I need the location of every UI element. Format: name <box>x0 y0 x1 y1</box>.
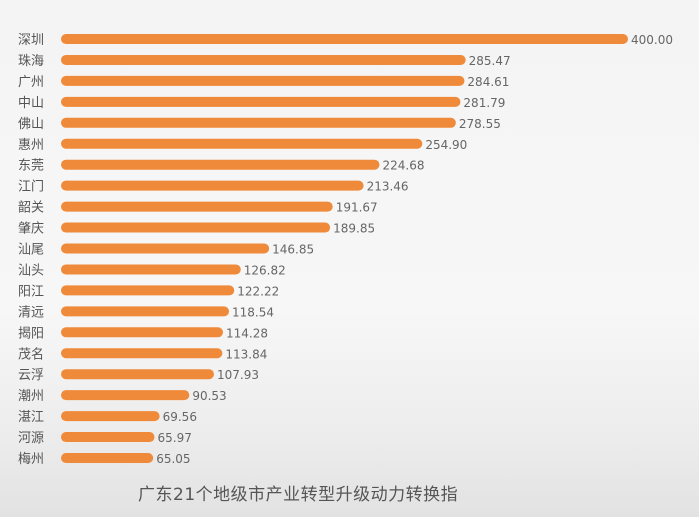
bar <box>61 390 190 401</box>
bar <box>61 117 456 128</box>
category-label: 梅州 <box>18 452 44 467</box>
bar <box>61 243 270 254</box>
value-label: 254.90 <box>425 138 467 152</box>
value-label: 113.84 <box>225 347 267 361</box>
bar <box>61 180 364 191</box>
value-label: 285.47 <box>469 54 511 68</box>
category-label: 汕尾 <box>18 243 44 258</box>
bar <box>61 285 235 296</box>
category-label: 河源 <box>18 431 44 446</box>
category-label: 珠海 <box>18 54 44 69</box>
value-label: 65.97 <box>158 431 192 445</box>
bar <box>61 411 160 422</box>
bar <box>61 201 333 212</box>
value-label: 90.53 <box>192 389 226 403</box>
category-label: 潮州 <box>18 389 44 404</box>
bar-chart: 深圳 400.00 珠海 285.47 广州 284.61 中山 281.79 佛山 278.55… <box>18 33 673 467</box>
bar <box>61 96 461 107</box>
bar <box>61 306 230 317</box>
category-label: 江门 <box>18 180 44 195</box>
bar <box>61 264 241 275</box>
bar <box>61 159 380 170</box>
category-label: 韶关 <box>18 200 44 216</box>
category-label: 东莞 <box>18 159 44 174</box>
bar <box>61 327 223 338</box>
value-label: 281.79 <box>463 96 505 110</box>
value-label: 284.61 <box>467 75 509 89</box>
value-label: 191.67 <box>336 201 378 215</box>
bar <box>61 54 466 65</box>
category-label: 肇庆 <box>18 222 44 237</box>
bar <box>61 75 465 86</box>
category-label: 茂名 <box>18 346 44 362</box>
value-label: 189.85 <box>333 222 375 236</box>
category-label: 深圳 <box>18 33 44 48</box>
bar <box>61 138 423 149</box>
category-label: 云浮 <box>18 368 44 383</box>
value-label: 213.46 <box>367 180 409 194</box>
value-label: 118.54 <box>232 305 274 319</box>
value-label: 69.56 <box>163 410 197 424</box>
category-label: 湛江 <box>18 410 44 425</box>
bar <box>61 369 214 380</box>
bar <box>61 432 155 443</box>
value-label: 146.85 <box>272 243 314 257</box>
category-label: 揭阳 <box>18 326 44 341</box>
category-label: 中山 <box>18 96 44 111</box>
category-label: 清远 <box>18 305 44 320</box>
value-label: 126.82 <box>244 263 286 277</box>
bar <box>61 348 223 359</box>
category-label: 阳江 <box>18 284 44 299</box>
category-label: 广州 <box>18 75 44 90</box>
bar <box>61 453 154 463</box>
chart-title: 广东21个地级市产业转型升级动力转换指 <box>138 485 459 505</box>
value-label: 65.05 <box>156 452 190 466</box>
value-label: 224.68 <box>382 159 424 173</box>
category-label: 佛山 <box>18 117 44 132</box>
bar <box>61 222 331 233</box>
value-label: 114.28 <box>226 326 268 340</box>
category-label: 汕头 <box>18 263 44 278</box>
value-label: 278.55 <box>459 117 501 131</box>
value-label: 400.00 <box>631 33 673 47</box>
bar <box>61 34 628 44</box>
value-label: 122.22 <box>237 284 279 298</box>
value-label: 107.93 <box>217 368 259 382</box>
category-label: 惠州 <box>18 138 44 153</box>
